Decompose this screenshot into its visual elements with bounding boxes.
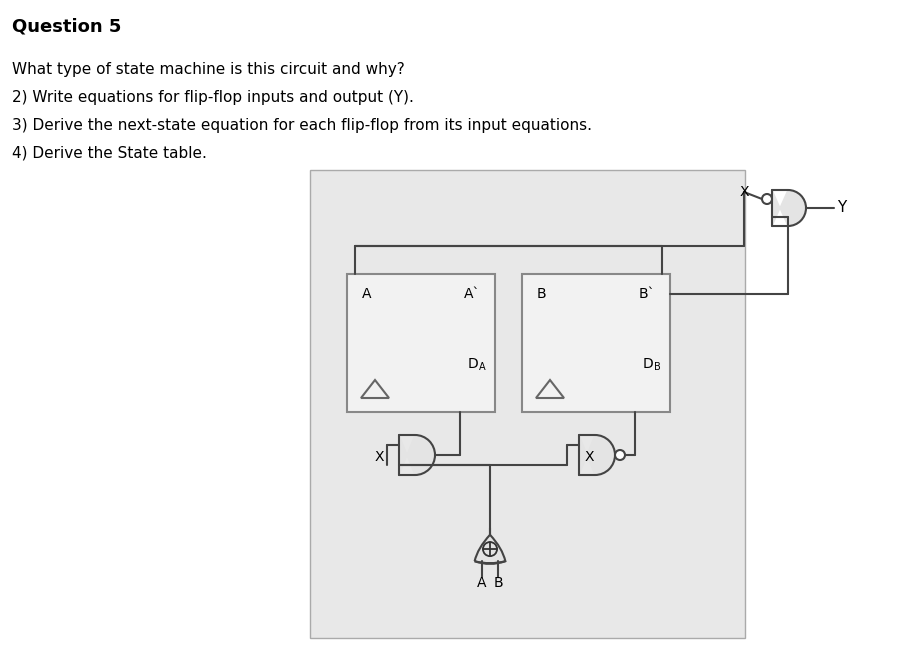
Text: B: B bbox=[654, 362, 660, 372]
Text: A: A bbox=[479, 362, 485, 372]
Text: Y: Y bbox=[837, 201, 846, 216]
Text: X: X bbox=[375, 450, 384, 464]
Bar bbox=[347, 274, 495, 412]
Text: 3) Derive the next-state equation for each flip-flop from its input equations.: 3) Derive the next-state equation for ea… bbox=[12, 118, 592, 133]
Text: What type of state machine is this circuit and why?: What type of state machine is this circu… bbox=[12, 62, 405, 77]
Text: D: D bbox=[643, 357, 654, 371]
Text: D: D bbox=[467, 357, 478, 371]
Text: 4) Derive the State table.: 4) Derive the State table. bbox=[12, 146, 207, 161]
Text: A`: A` bbox=[464, 287, 480, 301]
Text: X: X bbox=[584, 450, 594, 464]
PathPatch shape bbox=[474, 535, 505, 564]
Circle shape bbox=[615, 450, 625, 460]
Text: 2) Write equations for flip-flop inputs and output (Y).: 2) Write equations for flip-flop inputs … bbox=[12, 90, 414, 105]
Polygon shape bbox=[579, 435, 615, 475]
Text: B: B bbox=[494, 576, 504, 590]
Text: B`: B` bbox=[638, 287, 655, 301]
Bar bbox=[522, 274, 670, 412]
Text: X: X bbox=[739, 185, 749, 199]
Circle shape bbox=[762, 194, 772, 204]
Text: A: A bbox=[362, 287, 372, 301]
Polygon shape bbox=[399, 435, 435, 475]
Text: A: A bbox=[477, 576, 486, 590]
Text: Question 5: Question 5 bbox=[12, 18, 122, 36]
Polygon shape bbox=[772, 190, 806, 226]
Bar bbox=[310, 170, 745, 638]
Text: B: B bbox=[537, 287, 546, 301]
